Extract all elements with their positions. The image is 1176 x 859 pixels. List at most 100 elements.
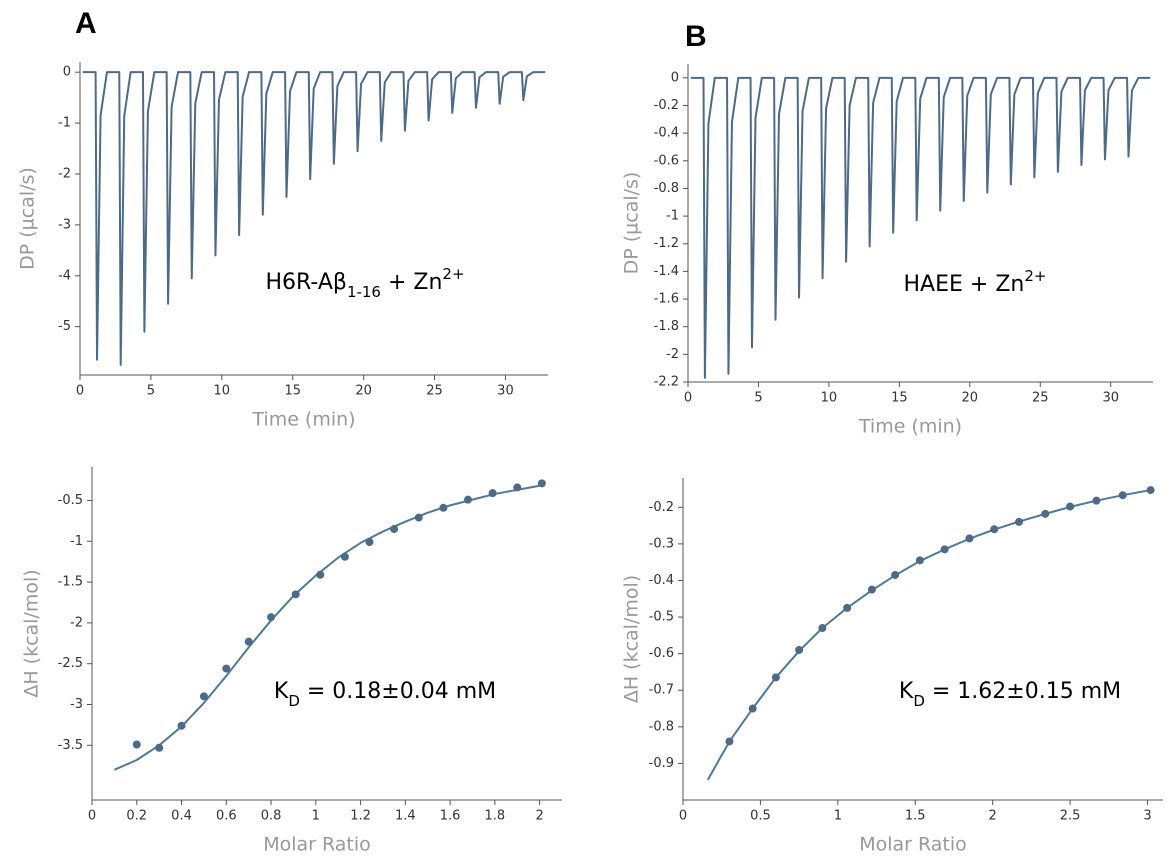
y-tick-label: -0.3 (649, 536, 674, 551)
annotation-part: K (274, 679, 289, 704)
x-tick-label: 0.8 (261, 809, 282, 824)
y-tick-label: -1.8 (654, 319, 679, 334)
x-tick-label: 0.6 (216, 809, 237, 824)
y-tick-label: -3 (58, 217, 71, 232)
x-tick-label: 0 (679, 809, 687, 824)
thermogram-trace (82, 71, 546, 366)
panel-letter: A (75, 7, 97, 40)
data-point (1066, 502, 1075, 511)
annotation-part: H6R-Aβ (265, 270, 346, 295)
fit-curve (706, 489, 1151, 781)
annotation-part: + Zn (381, 270, 442, 295)
x-tick-label: 0.5 (750, 809, 771, 824)
x-tick-label: 25 (1032, 391, 1049, 406)
x-tick-label: 10 (214, 384, 231, 399)
data-point (1146, 486, 1155, 495)
data-point (199, 692, 208, 701)
data-point (222, 664, 231, 673)
y-tick-label: -5 (58, 319, 71, 334)
x-tick-label: 25 (426, 384, 443, 399)
annotation: HAEE + Zn2+ (904, 267, 1047, 298)
annotation-part: D (913, 692, 925, 710)
data-point (267, 613, 276, 622)
data-point (891, 570, 900, 579)
y-tick-label: -2 (58, 166, 71, 181)
x-tick-label: 1.2 (350, 809, 371, 824)
data-point (488, 489, 497, 498)
x-tick-label: 5 (147, 384, 155, 399)
y-tick-label: -3.5 (58, 738, 83, 753)
data-point (537, 479, 546, 488)
x-tick-label: 1.6 (440, 809, 461, 824)
x-tick-label: 0 (88, 809, 96, 824)
y-tick-label: -0.5 (58, 493, 83, 508)
data-point (748, 704, 757, 713)
y-tick-label: -0.4 (649, 573, 674, 588)
annotation-part: 2+ (442, 265, 464, 283)
x-tick-label: 0 (684, 391, 692, 406)
x-tick-label: 30 (497, 384, 514, 399)
data-point (244, 637, 253, 646)
data-point (818, 624, 827, 633)
x-tick-label: 1.4 (395, 809, 416, 824)
data-point (390, 525, 399, 534)
y-tick-label: -0.6 (649, 646, 674, 661)
y-tick-label: -2.5 (58, 656, 83, 671)
data-point (915, 556, 924, 565)
y-tick-label: 0 (671, 70, 679, 85)
data-point (990, 525, 999, 534)
panel-letter: B (685, 20, 707, 53)
x-axis-title: Molar Ratio (859, 834, 967, 856)
annotation-part: 1-16 (347, 283, 381, 301)
data-point (291, 590, 300, 599)
x-tick-label: 10 (821, 391, 838, 406)
data-point (365, 538, 374, 547)
x-tick-label: 5 (754, 391, 762, 406)
annotation-part: = 1.62±0.15 mM (925, 679, 1121, 704)
x-tick-label: 1 (834, 809, 842, 824)
x-tick-label: 0 (76, 384, 84, 399)
y-tick-label: -1 (70, 534, 83, 549)
data-point (316, 570, 325, 579)
y-axis-title: ΔH (kcal/mol) (621, 575, 643, 703)
y-tick-label: -0.8 (654, 181, 679, 196)
y-tick-label: -1.4 (654, 264, 679, 279)
x-tick-label: 30 (1102, 391, 1119, 406)
y-tick-label: -2 (666, 347, 679, 362)
x-tick-label: 20 (962, 391, 979, 406)
y-tick-label: -1.2 (654, 236, 679, 251)
x-axis-title: Molar Ratio (263, 834, 371, 856)
y-tick-label: -1.5 (58, 575, 83, 590)
data-point (940, 545, 949, 554)
y-tick-label: -0.2 (654, 98, 679, 113)
y-tick-label: -2 (70, 615, 83, 630)
data-point (965, 534, 974, 543)
data-point (795, 645, 804, 654)
data-point (414, 513, 423, 522)
data-point (513, 483, 522, 492)
y-tick-label: -4 (58, 268, 71, 283)
data-point (867, 585, 876, 594)
y-tick-label: -2.2 (654, 375, 679, 390)
x-tick-label: 15 (284, 384, 301, 399)
y-tick-label: -1 (666, 209, 679, 224)
data-point (771, 673, 780, 682)
data-point (1092, 496, 1101, 505)
y-tick-label: -0.6 (654, 153, 679, 168)
x-tick-label: 2 (989, 809, 997, 824)
data-point (843, 603, 852, 612)
annotation-part: 2+ (1024, 267, 1046, 285)
annotation-part: D (288, 692, 300, 710)
data-point (1118, 491, 1127, 500)
x-tick-label: 1.5 (905, 809, 926, 824)
y-tick-label: -3 (70, 697, 83, 712)
data-point (1015, 517, 1023, 526)
x-axis-title: Time (min) (251, 409, 355, 431)
y-tick-label: -0.9 (649, 756, 674, 771)
annotation-part: K (899, 679, 914, 704)
y-tick-label: -0.5 (649, 610, 674, 625)
data-point (132, 740, 141, 749)
data-point (725, 737, 734, 746)
data-point (177, 721, 186, 730)
